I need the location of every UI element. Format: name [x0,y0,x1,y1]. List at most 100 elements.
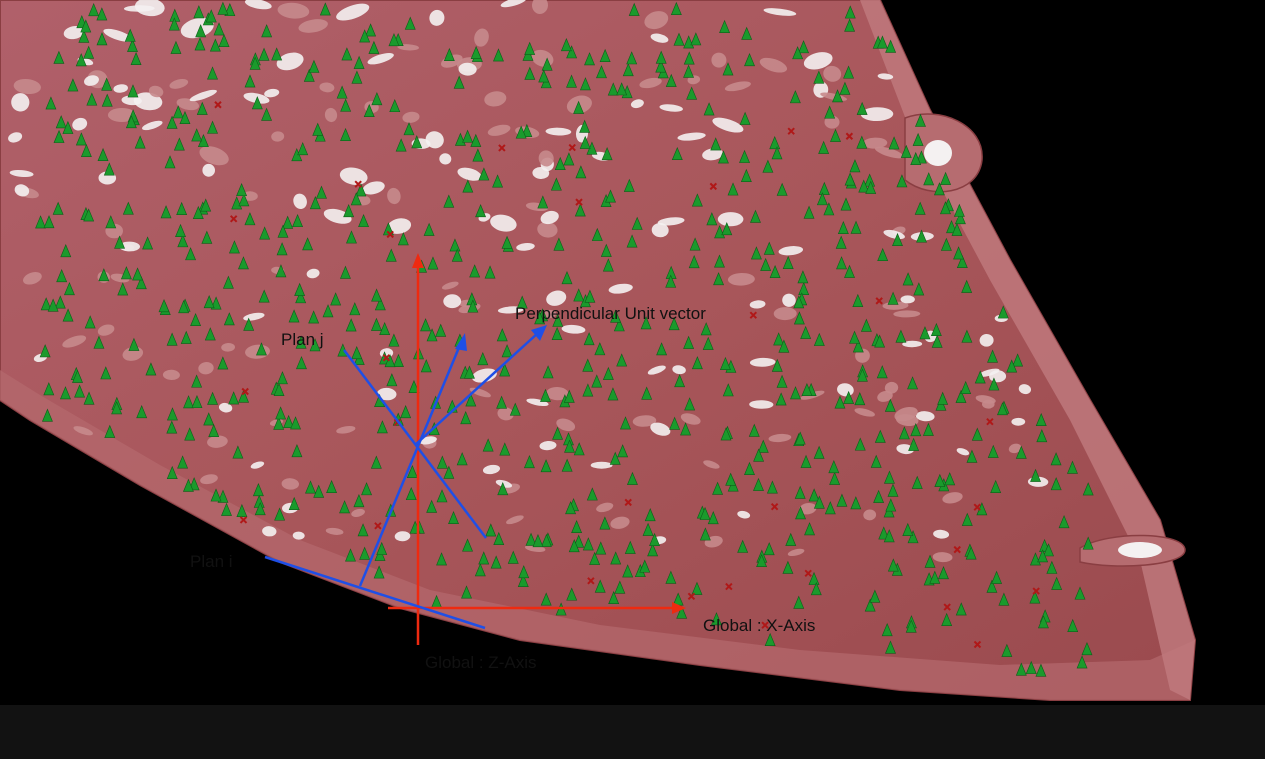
tree-icon [501,235,513,249]
tree-icon [987,444,999,458]
tree-icon [303,68,315,82]
tree-icon [291,444,303,458]
tree-icon [808,571,820,585]
tree-icon [499,442,511,456]
tree-icon [835,235,847,249]
perforation-hole [443,294,462,309]
tree-icon [397,232,409,246]
tree-icon [800,454,812,468]
tree-icon [1035,412,1047,427]
cross-icon [239,516,248,524]
tree-icon [908,437,920,451]
perforation-hole [896,444,914,455]
tree-icon [376,541,388,555]
perforation-hole [596,502,614,513]
tree-icon [869,589,881,603]
perforation-hole [702,148,724,161]
tree-icon [607,387,619,401]
tree-icon [190,312,202,327]
tree-icon [900,144,912,158]
tree-icon [1037,615,1049,629]
tree-icon [277,224,289,238]
tree-icon [40,297,52,311]
tree-icon [249,56,261,70]
tree-icon [86,92,98,106]
tree-icon [721,222,733,236]
tree-icon [575,165,587,179]
perforation-hole [942,492,963,504]
tree-icon [55,115,67,129]
tree-icon [988,377,1000,391]
perforation-hole [647,365,666,375]
tree-icon [940,237,952,251]
perforation-hole [531,0,549,14]
tree-icon [261,24,273,38]
tree-icon [605,189,616,203]
3d-viewport[interactable]: Plan j Perpendicular Unit vector Plan i … [0,0,1265,705]
tree-icon [258,47,270,61]
perforation-hole [717,212,744,227]
tree-icon [388,333,400,347]
tree-icon [725,472,737,486]
tree-icon [616,353,628,367]
tree-icon [376,420,388,434]
tree-icon [665,570,677,584]
tree-icon [336,85,348,99]
tree-icon [443,194,455,208]
tree-icon [297,142,309,156]
tree-icon [185,247,197,261]
tree-icon [722,383,734,397]
tree-icon [876,365,888,379]
perforation-hole [932,552,953,563]
tree-icon [101,93,113,107]
tree-icon [464,365,475,379]
tree-icon [689,237,701,251]
cross-icon [374,522,382,530]
tree-icon [178,300,190,314]
cross-markers [214,101,1040,649]
tree-icon [379,321,391,336]
tree-icon [856,101,868,115]
tree-icon [475,204,487,218]
tree-icon [540,592,552,606]
tree-icon [101,77,113,91]
tree-icon [251,96,263,110]
tree-icon [881,622,893,637]
tree-icon [276,371,288,385]
tree-icon [191,128,203,142]
tree-icon [183,395,194,409]
tree-icon [573,442,585,456]
tree-icon [43,215,55,229]
perforation-hole [803,52,833,70]
tree-icon [207,391,219,405]
tree-icon [613,318,625,332]
tree-icon [683,51,695,65]
tree-icon [203,412,215,426]
tree-icon [295,290,307,304]
tree-icon [53,129,65,143]
tree-icon [388,33,400,47]
tree-icon [326,479,338,494]
perforation-hole [200,474,218,485]
tree-icon [275,264,287,278]
perforation-hole [23,272,42,285]
perforation-hole [823,65,842,82]
tree-icon [292,213,304,228]
cross-icon [709,182,718,191]
perforation-hole [590,461,613,469]
perforation-hole [516,242,535,251]
cross-icon [770,502,779,511]
tree-icon [436,552,448,566]
tree-icon [912,132,924,146]
tree-icon [353,55,365,69]
tree-icon [627,471,638,485]
tree-icon [913,282,925,296]
perforation-hole [113,84,128,93]
perforation-hole [915,411,935,422]
tree-icon [707,511,719,525]
perforation-hole [956,448,970,456]
perforation-hole [198,362,214,375]
tree-icon [1015,445,1027,459]
tree-icon [836,256,847,270]
tree-icon [944,472,956,486]
